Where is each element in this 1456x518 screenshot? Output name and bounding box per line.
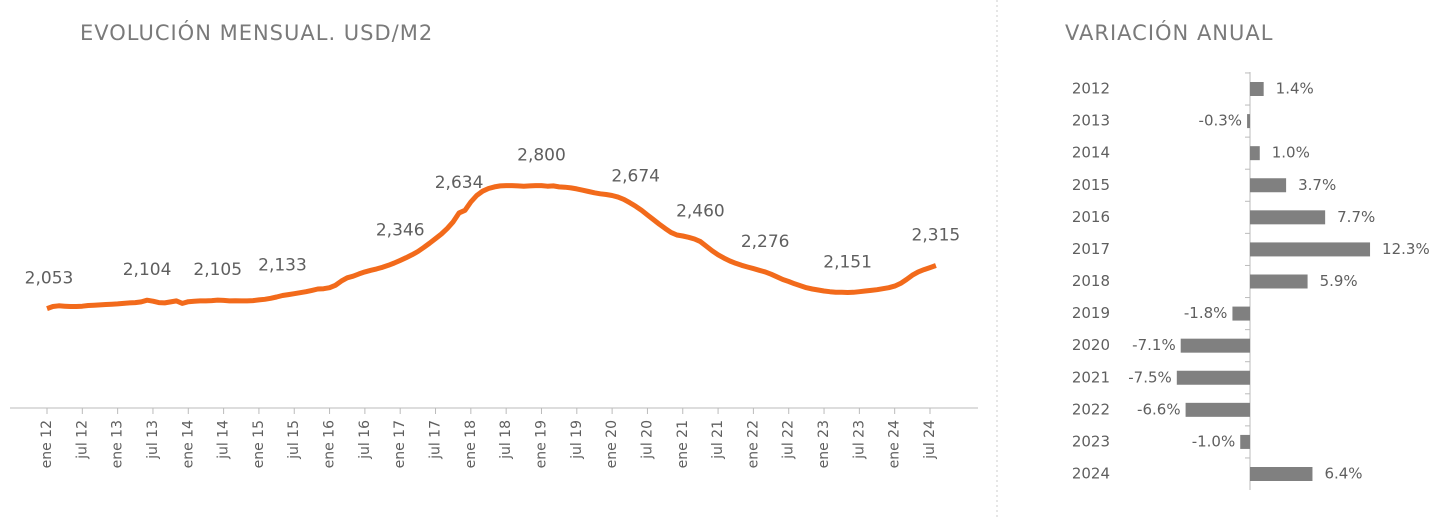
x-tick-label: ene 17: [392, 420, 408, 468]
x-tick-label: jul 18: [498, 420, 514, 460]
data-label: 2,346: [376, 220, 425, 240]
x-tick-label: jul 15: [286, 420, 302, 460]
data-label: 1.0%: [1272, 144, 1310, 162]
bar: [1250, 210, 1326, 225]
bar-title: VARIACIÓN ANUAL: [1065, 20, 1273, 45]
y-tick-label: 2020: [1072, 336, 1110, 354]
x-tick-label: jul 14: [216, 420, 232, 460]
data-label: 2,634: [435, 173, 484, 193]
x-tick-label: ene 24: [887, 420, 903, 468]
bar: [1240, 434, 1250, 449]
data-label: 2,460: [676, 202, 725, 222]
bar: [1250, 242, 1371, 257]
bar: [1232, 306, 1250, 321]
data-label: 2,104: [123, 260, 172, 280]
data-label: 2,105: [193, 260, 242, 280]
x-tick-label: jul 19: [569, 420, 585, 460]
x-tick-label: ene 13: [110, 420, 126, 468]
y-tick-label: 2018: [1072, 272, 1110, 290]
x-tick-label: jul 17: [428, 420, 444, 460]
y-tick-label: 2021: [1072, 368, 1110, 386]
y-tick-label: 2017: [1072, 240, 1110, 258]
data-label: 2,800: [517, 146, 566, 166]
x-tick-label: ene 16: [322, 420, 338, 468]
data-label: 2,315: [912, 225, 961, 245]
x-tick-label: ene 20: [604, 420, 620, 468]
data-label: 5.9%: [1320, 272, 1358, 290]
y-tick-label: 2019: [1072, 304, 1110, 322]
data-label: 2,133: [258, 255, 307, 275]
x-tick-label: jul 23: [851, 420, 867, 460]
line-title: EVOLUCIÓN MENSUAL. USD/M2: [80, 20, 433, 45]
bar: [1250, 146, 1260, 161]
x-tick-label: ene 22: [745, 420, 761, 468]
x-tick-label: jul 20: [639, 420, 655, 460]
data-label: 12.3%: [1382, 240, 1430, 258]
x-tick-label: jul 16: [357, 420, 373, 460]
bar: [1247, 114, 1250, 129]
data-label: 7.7%: [1337, 208, 1375, 226]
x-tick-label: ene 23: [816, 420, 832, 468]
x-tick-label: jul 13: [145, 420, 161, 460]
y-tick-label: 2016: [1072, 208, 1110, 226]
x-tick-label: ene 21: [675, 420, 691, 468]
x-tick-label: jul 21: [710, 420, 726, 460]
y-tick-label: 2022: [1072, 400, 1110, 418]
x-tick-label: ene 18: [463, 420, 479, 468]
data-label: -0.3%: [1199, 112, 1243, 130]
bar: [1180, 338, 1250, 353]
x-tick-label: jul 22: [781, 420, 797, 460]
bar: [1250, 467, 1313, 481]
line: [46, 183, 937, 311]
y-tick-label: 2015: [1072, 176, 1110, 194]
y-tick-label: 2014: [1072, 144, 1110, 162]
bar: [1250, 82, 1264, 96]
bar: [1185, 402, 1250, 417]
y-tick-label: 2012: [1072, 80, 1110, 98]
x-tick-label: ene 14: [180, 420, 196, 468]
x-tick-label: ene 15: [251, 420, 267, 468]
bar: [1250, 274, 1308, 289]
data-label: 2,053: [25, 269, 74, 289]
data-label: -7.5%: [1128, 368, 1172, 386]
data-label: -6.6%: [1137, 400, 1181, 418]
x-tick-label: ene 12: [39, 420, 55, 468]
y-tick-label: 2024: [1072, 465, 1110, 483]
x-tick-label: jul 24: [922, 420, 938, 460]
data-label: 3.7%: [1298, 176, 1336, 194]
data-label: 6.4%: [1324, 465, 1362, 483]
data-label: -7.1%: [1132, 336, 1176, 354]
data-label: 2,276: [741, 232, 790, 252]
bar: [1250, 178, 1287, 193]
data-label: -1.8%: [1184, 304, 1228, 322]
x-tick-label: ene 19: [533, 420, 549, 468]
data-label: 1.4%: [1276, 80, 1314, 98]
data-label: -1.0%: [1192, 432, 1236, 450]
bar: [1176, 370, 1250, 385]
y-tick-label: 2023: [1072, 432, 1110, 450]
x-tick-label: jul 12: [74, 420, 90, 460]
data-label: 2,151: [823, 253, 872, 273]
data-label: 2,674: [611, 166, 660, 186]
y-tick-label: 2013: [1072, 112, 1110, 130]
